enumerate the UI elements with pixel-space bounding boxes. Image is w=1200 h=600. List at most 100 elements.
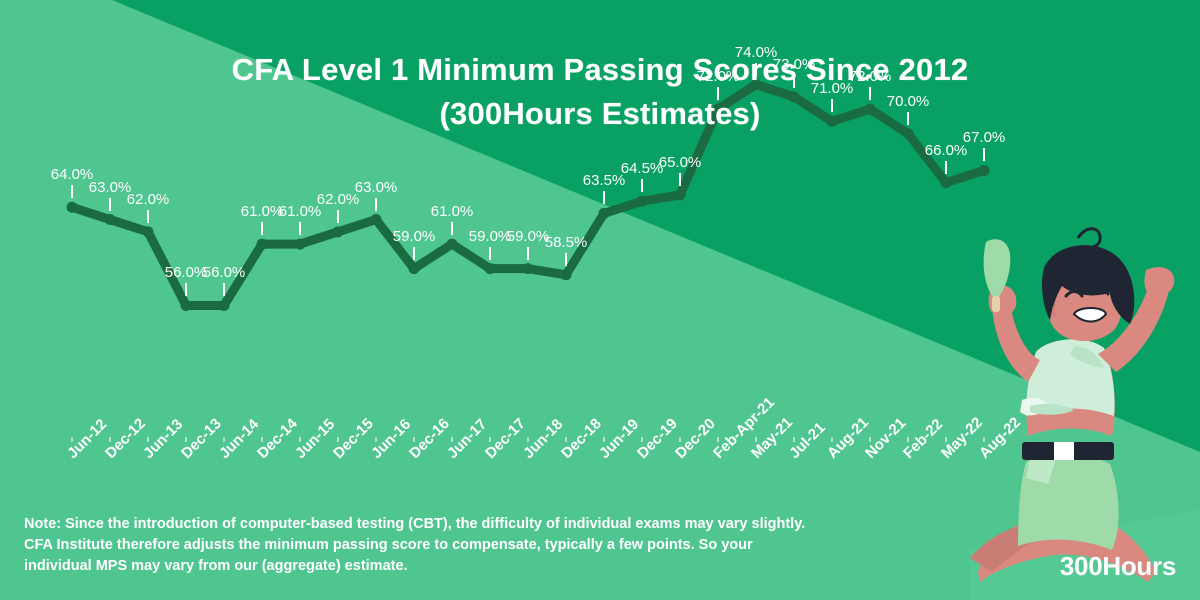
data-label-leader [299,222,301,236]
data-point[interactable] [332,226,344,238]
data-point-label: 58.5% [544,233,588,251]
data-point[interactable] [408,263,420,275]
data-label-leader [451,222,453,236]
data-point[interactable] [104,214,116,226]
data-point[interactable] [826,115,838,127]
x-axis-tick [413,437,415,442]
data-point-label: 65.0% [658,154,702,171]
data-point[interactable] [788,91,800,103]
data-point-label: 74.0% [734,43,778,61]
data-label-leader [261,222,263,236]
data-point-label: 63.0% [354,178,398,196]
data-point-label: 61.0% [430,203,474,221]
x-axis-tick [489,437,491,442]
data-point-label: 59.0% [506,227,550,245]
x-axis-tick [679,437,681,442]
page-title: CFA Level 1 Minimum Passing Scores Since… [0,48,1200,136]
x-axis-tick [603,437,605,442]
chart-note: Note: Since the introduction of computer… [24,516,806,574]
x-axis-tick [907,437,909,442]
x-axis-tick [983,437,985,442]
x-axis-tick [185,437,187,442]
x-axis-tick [337,437,339,442]
data-label-leader [147,209,149,223]
data-point-label: 59.0% [468,227,512,245]
data-point[interactable] [636,195,648,207]
data-label-leader [109,197,111,211]
data-point-label: 70.0% [886,92,930,110]
x-axis-tick [831,437,833,442]
data-label-leader [375,197,377,211]
x-axis-tick [147,437,149,442]
data-point[interactable] [180,299,192,311]
data-label-leader [641,179,643,193]
data-point[interactable] [484,263,496,275]
data-point-label: 62.0% [126,190,170,208]
x-axis-tick [869,437,871,442]
x-axis-tick [755,437,757,442]
title-line-1: CFA Level 1 Minimum Passing Scores Since… [231,52,969,87]
brand-logo: 300Hours [1059,551,1176,581]
data-point[interactable] [256,238,268,250]
data-label-leader [907,111,909,125]
data-point-label: 56.0% [164,264,208,282]
data-point[interactable] [598,207,610,219]
data-point[interactable] [712,103,724,115]
data-label-leader [603,191,605,205]
data-point-label: 71.0% [810,80,854,98]
data-point[interactable] [864,103,876,115]
data-point-label: 66.0% [924,141,968,159]
data-point-label: 56.0% [202,264,246,282]
data-point[interactable] [294,238,306,250]
data-point[interactable] [978,164,990,176]
data-label-leader [755,62,757,76]
x-axis-tick [261,437,263,442]
x-axis-tick [109,437,111,442]
data-point[interactable] [940,177,952,189]
data-point-label: 64.5% [620,160,664,178]
data-label-leader [565,252,567,266]
data-point[interactable] [522,263,534,275]
line-chart: 64.0% 63.0% 62.0% 56.0% 56.0% 61.0% 61.0% 62.0%… [0,44,1010,440]
data-point[interactable] [750,79,762,91]
data-point-label: 72.0% [848,68,892,86]
data-label-leader [223,283,225,297]
data-point[interactable] [218,299,230,311]
data-label-leader [185,283,187,297]
x-axis-tick [527,437,529,442]
data-point-label: 61.0% [278,203,322,221]
data-label-leader [527,246,529,260]
data-label-leader [983,148,985,162]
data-label-leader [337,209,339,223]
data-point[interactable] [446,238,458,250]
data-label-leader [945,160,947,174]
x-axis-tick [451,437,453,442]
data-point[interactable] [560,269,572,281]
x-axis-tick [565,437,567,442]
data-point-label: 62.0% [316,190,360,208]
x-axis-tick [299,437,301,442]
data-point-label: 64.0% [50,166,94,184]
x-axis-tick [71,437,73,442]
data-point[interactable] [674,189,686,201]
data-point[interactable] [902,128,914,140]
data-point[interactable] [142,226,154,238]
data-point-label: 61.0% [240,203,284,221]
x-axis-tick [945,437,947,442]
celebrating-woman-illustration [970,227,1200,600]
x-axis-tick [223,437,225,442]
data-label-leader [793,74,795,88]
data-point-label: 73.0% [772,55,816,73]
data-point[interactable] [66,201,78,213]
data-label-leader [413,246,415,260]
data-label-leader [831,99,833,113]
data-point-label: 63.0% [88,178,132,196]
data-point-label: 63.5% [582,172,626,190]
data-point[interactable] [370,214,382,226]
data-label-leader [717,87,719,101]
data-point-label: 67.0% [962,129,1006,147]
chart-plot-area [66,79,990,311]
data-point-label: 72.0% [696,68,740,86]
data-label-leader [489,246,491,260]
